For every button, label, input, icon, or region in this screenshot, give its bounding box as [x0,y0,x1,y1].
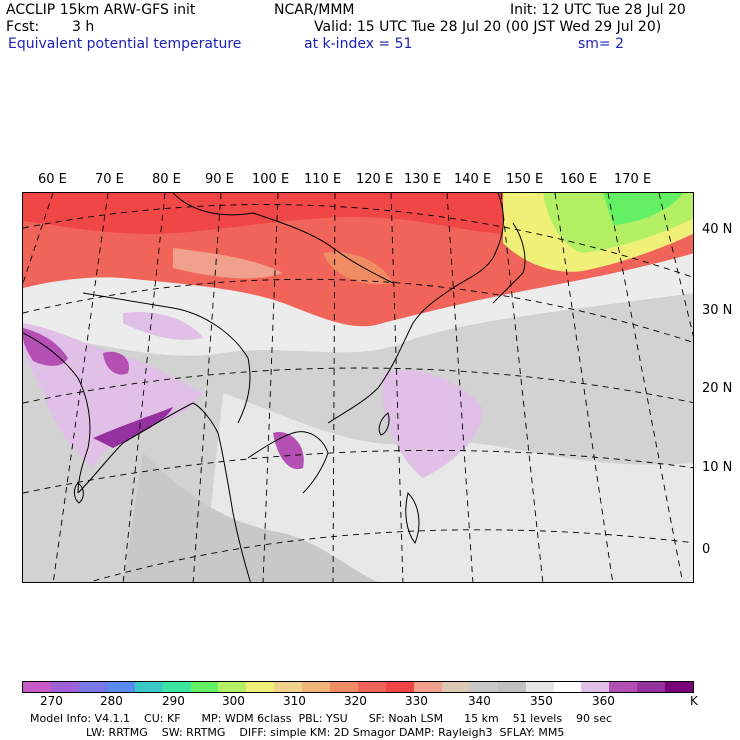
colorbar-swatch [330,682,359,692]
colorbar-swatch [190,682,219,692]
field-name: Equivalent potential temperature [8,36,242,52]
colorbar-label: 290 [162,694,185,708]
lon-label: 100 E [252,172,290,187]
model-info-line2: LW: RRTMG SW: RRTMG DIFF: simple KM: 2D … [86,726,565,739]
field-light-region [203,393,693,582]
lon-line-60 [23,193,54,284]
lon-label: 150 E [506,172,544,187]
field-salmon-patch [173,248,283,279]
colorbar-swatch [23,682,51,692]
colorbar-label: 300 [222,694,245,708]
valid-time: Valid: 15 UTC Tue 28 Jul 20 (00 JST Wed … [314,19,662,35]
colorbar-swatch [50,682,79,692]
colorbar-swatch [302,682,331,692]
lon-label: 70 E [95,172,124,187]
colorbar-label: 310 [283,694,306,708]
colorbar-swatch [469,682,498,692]
india-west-coast [23,332,91,494]
sri-lanka-coast [73,482,84,504]
field-orange-patch [323,252,393,285]
colorbar-swatch [441,682,470,692]
japan-coast [492,222,526,304]
colorbar-swatch [385,682,414,692]
lat-label: 10 N [702,460,733,475]
colorbar-swatch [106,682,135,692]
field-india-lilac [23,323,203,468]
map-svg [23,193,693,582]
lon-label: 90 E [205,172,234,187]
field-purple-patch-4 [273,432,304,470]
field-purple-patch-3 [103,351,129,375]
lon-label: 170 E [614,172,652,187]
map-panel [22,192,694,583]
graticule [23,193,693,582]
china-coast [327,287,454,424]
lon-label: 140 E [454,172,492,187]
smooth-info: sm= 2 [578,36,625,52]
lon-label: 80 E [152,172,181,187]
colorbar-swatch [358,682,386,692]
colorbar-swatch [553,682,582,692]
lat-line-0 [88,529,693,582]
india-east-coast [77,402,219,494]
field-grey-south [123,453,379,582]
level-info: at k-index = 51 [304,36,413,52]
lon-label: 60 E [38,172,67,187]
colorbar-swatch [497,682,526,692]
colorbar-label: 340 [468,694,491,708]
country-border-himalaya [82,292,251,424]
field-north-india-lilac [123,312,203,340]
colorbar-label: 320 [344,694,367,708]
colorbar-swatch [637,682,666,692]
lon-label: 110 E [304,172,342,187]
lon-label: 130 E [404,172,442,187]
field-pacific-lilac [383,370,483,478]
field-purple-patch-2 [93,407,173,448]
model-title: ACCLIP 15km ARW-GFS init [6,2,196,18]
colorbar-swatch [665,682,694,692]
lon-line-160 [607,193,684,582]
colorbar-swatch [525,682,554,692]
colorbar-swatch [274,682,303,692]
fcst-value: 3 h [72,19,95,35]
colorbar-label: 280 [100,694,123,708]
fcst-label: Fcst: [6,19,40,35]
colorbar-swatch [413,682,442,692]
colorbar [22,681,694,693]
colorbar-label: 350 [530,694,553,708]
coastlines [23,193,526,582]
colorbar-label: 360 [592,694,615,708]
colorbar-label: K [690,694,698,708]
colorbar-swatch [218,682,247,692]
colorbar-swatch [162,682,191,692]
init-time: Init: 12 UTC Tue 28 Jul 20 [510,2,686,18]
lon-label: 160 E [560,172,598,187]
taiwan-coast [378,412,390,436]
center-title: NCAR/MMM [274,2,355,18]
philippines-coast [405,492,420,544]
lon-label: 120 E [356,172,394,187]
colorbar-label: 330 [405,694,428,708]
colorbar-swatch [78,682,107,692]
colorbar-swatch [246,682,275,692]
korea-coast [452,193,504,289]
myanmar-malay-coast [217,432,251,582]
lat-label: 40 N [702,222,733,237]
indochina-coast [247,431,329,494]
colorbar-swatch [581,682,610,692]
lat-label: 20 N [702,381,733,396]
lat-label: 30 N [702,303,733,318]
model-info-line1: Model Info: V4.1.1 CU: KF MP: WDM 6class… [30,712,613,725]
field-bright-green-patch [603,193,683,225]
country-border-north [172,193,394,284]
lat-label: 0 [702,542,711,557]
lon-line-170 [658,193,693,337]
colorbar-swatch [134,682,163,692]
colorbar-swatch [609,682,638,692]
colorbar-label: 270 [40,694,63,708]
